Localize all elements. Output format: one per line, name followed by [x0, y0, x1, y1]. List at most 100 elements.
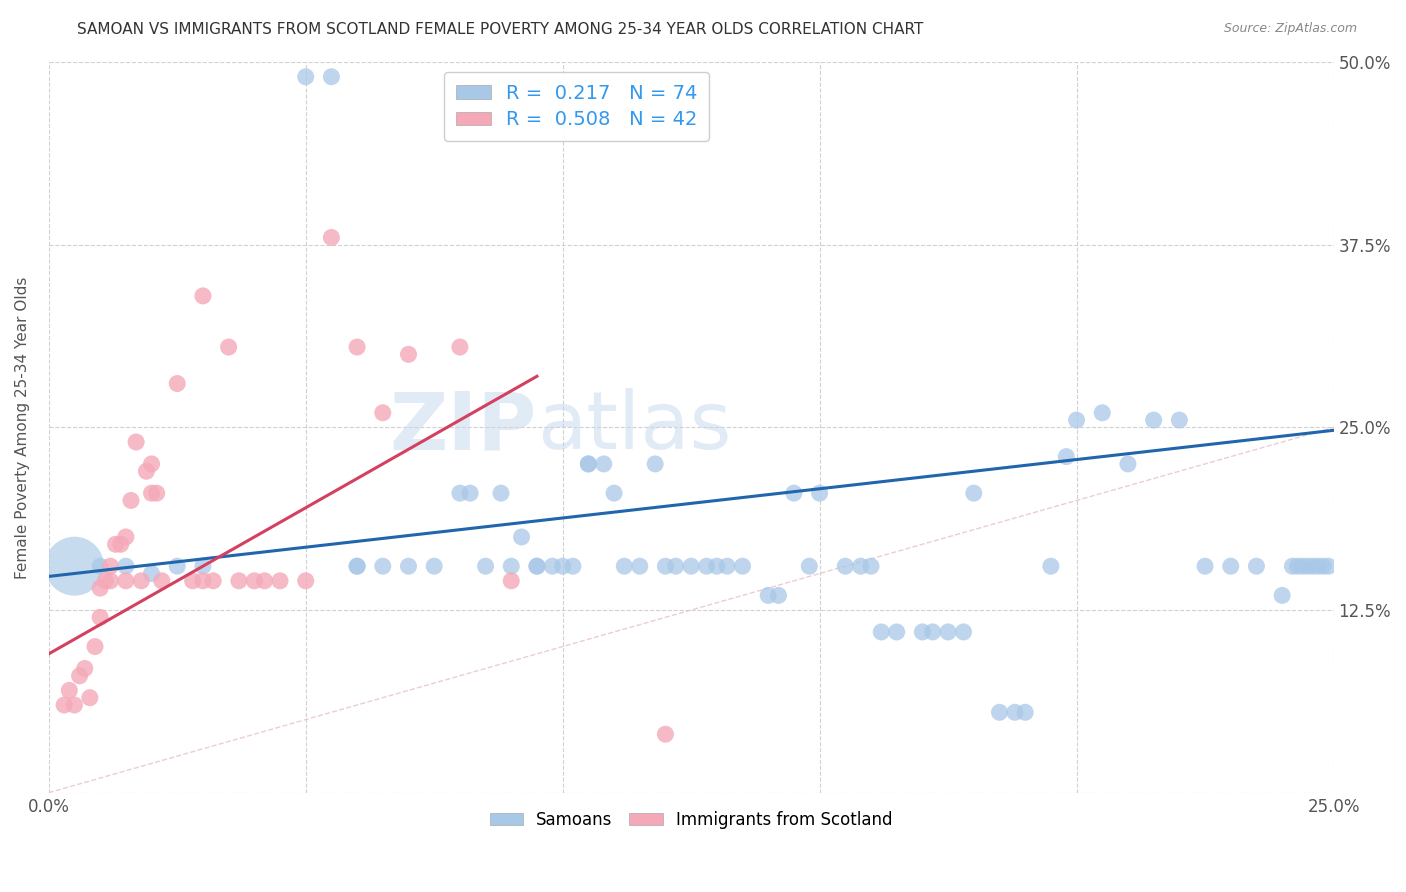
Point	[474, 559, 496, 574]
Point	[1246, 559, 1268, 574]
Point	[458, 486, 481, 500]
Legend: Samoans, Immigrants from Scotland: Samoans, Immigrants from Scotland	[484, 804, 900, 836]
Point	[1296, 559, 1319, 574]
Point	[294, 70, 316, 84]
Point	[371, 406, 394, 420]
Point	[644, 457, 666, 471]
Text: Source: ZipAtlas.com: Source: ZipAtlas.com	[1223, 22, 1357, 36]
Point	[89, 581, 111, 595]
Point	[423, 559, 446, 574]
Point	[166, 376, 188, 391]
Point	[1194, 559, 1216, 574]
Point	[1091, 406, 1114, 420]
Point	[501, 574, 523, 588]
Point	[628, 559, 651, 574]
Point	[731, 559, 754, 574]
Point	[706, 559, 728, 574]
Text: SAMOAN VS IMMIGRANTS FROM SCOTLAND FEMALE POVERTY AMONG 25-34 YEAR OLDS CORRELAT: SAMOAN VS IMMIGRANTS FROM SCOTLAND FEMAL…	[77, 22, 924, 37]
Point	[886, 624, 908, 639]
Point	[1312, 559, 1334, 574]
Point	[321, 230, 343, 244]
Point	[1317, 559, 1340, 574]
Point	[849, 559, 872, 574]
Point	[398, 347, 420, 361]
Point	[952, 624, 974, 639]
Point	[114, 530, 136, 544]
Point	[135, 464, 157, 478]
Point	[696, 559, 718, 574]
Point	[69, 669, 91, 683]
Point	[84, 640, 107, 654]
Point	[592, 457, 614, 471]
Point	[1271, 589, 1294, 603]
Point	[716, 559, 738, 574]
Point	[665, 559, 688, 574]
Point	[145, 486, 167, 500]
Point	[449, 486, 471, 500]
Point	[988, 706, 1011, 720]
Point	[681, 559, 703, 574]
Point	[63, 559, 86, 574]
Point	[1116, 457, 1139, 471]
Point	[1302, 559, 1324, 574]
Point	[1066, 413, 1088, 427]
Point	[783, 486, 806, 500]
Point	[1286, 559, 1309, 574]
Point	[371, 559, 394, 574]
Point	[1054, 450, 1077, 464]
Point	[253, 574, 276, 588]
Point	[166, 559, 188, 574]
Point	[613, 559, 636, 574]
Point	[561, 559, 583, 574]
Point	[768, 589, 790, 603]
Point	[321, 70, 343, 84]
Point	[100, 574, 122, 588]
Point	[218, 340, 240, 354]
Point	[808, 486, 831, 500]
Point	[1306, 559, 1329, 574]
Point	[63, 698, 86, 712]
Point	[129, 574, 152, 588]
Y-axis label: Female Poverty Among 25-34 Year Olds: Female Poverty Among 25-34 Year Olds	[15, 277, 30, 579]
Point	[94, 574, 117, 588]
Point	[58, 683, 80, 698]
Point	[799, 559, 821, 574]
Point	[510, 530, 533, 544]
Point	[269, 574, 291, 588]
Point	[202, 574, 225, 588]
Point	[576, 457, 599, 471]
Point	[1143, 413, 1166, 427]
Point	[53, 698, 76, 712]
Point	[346, 559, 368, 574]
Point	[1219, 559, 1241, 574]
Point	[756, 589, 779, 603]
Point	[294, 574, 316, 588]
Point	[1292, 559, 1315, 574]
Point	[489, 486, 512, 500]
Point	[120, 493, 142, 508]
Point	[1281, 559, 1303, 574]
Point	[79, 690, 101, 705]
Point	[551, 559, 574, 574]
Point	[104, 537, 127, 551]
Point	[911, 624, 934, 639]
Point	[449, 340, 471, 354]
Point	[110, 537, 132, 551]
Point	[191, 574, 214, 588]
Point	[191, 559, 214, 574]
Point	[89, 610, 111, 624]
Point	[654, 559, 676, 574]
Point	[501, 559, 523, 574]
Point	[114, 574, 136, 588]
Point	[1014, 706, 1036, 720]
Point	[963, 486, 986, 500]
Point	[89, 559, 111, 574]
Point	[141, 457, 163, 471]
Point	[603, 486, 626, 500]
Point	[141, 486, 163, 500]
Point	[73, 661, 96, 675]
Point	[936, 624, 959, 639]
Point	[576, 457, 599, 471]
Point	[346, 559, 368, 574]
Point	[228, 574, 250, 588]
